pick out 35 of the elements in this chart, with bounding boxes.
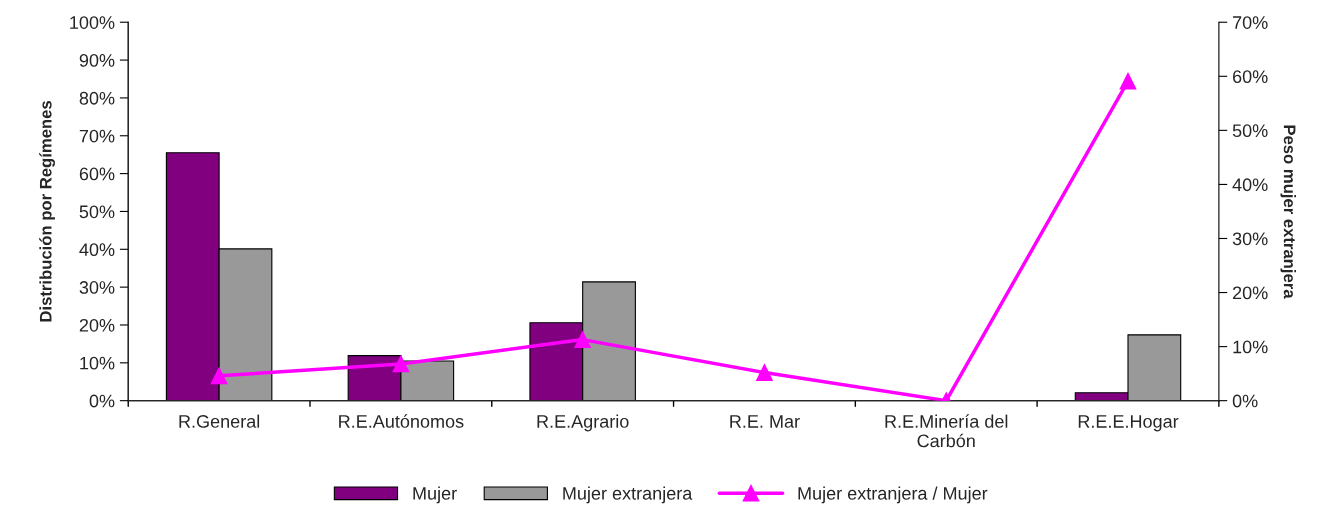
y2-tick-label: 20% — [1232, 286, 1268, 300]
point — [210, 367, 228, 385]
y-tick-label: 80% — [79, 91, 115, 105]
y-axis-title: Distribución por Regímenes — [39, 101, 55, 322]
x-tick-label: R.E.E.Hogar — [1078, 415, 1179, 432]
point — [1119, 72, 1137, 90]
y2-tick-label: 0% — [1232, 394, 1258, 408]
y-tick-label: 100% — [70, 16, 115, 29]
y-tick-label: 30% — [79, 281, 115, 294]
legend-label: Mujer extranjera — [563, 486, 693, 504]
y2-axis-title: Peso mujer extranjera — [1280, 125, 1296, 299]
legend-label: Mujer extranjera / Mujer — [798, 486, 988, 504]
y-tick-label: 10% — [80, 356, 115, 370]
y2-tick-label: 30% — [1232, 232, 1268, 246]
y-tick-label: 60% — [79, 167, 115, 181]
y2-tick-label: 60% — [1233, 70, 1268, 84]
x-tick-label: R.E.Minería del Carbón — [885, 414, 1008, 448]
point — [574, 331, 592, 348]
y2-tick-label: 50% — [1232, 124, 1268, 138]
x-tick-label: R.E. Mar — [730, 415, 800, 428]
x-tick-label: R.E.Agrario — [537, 414, 629, 432]
point — [392, 355, 410, 373]
y2-tick-label: 70% — [1233, 16, 1268, 29]
legend-label: Mujer — [413, 486, 457, 504]
y2-tick-label: 10% — [1233, 340, 1268, 354]
y-tick-label: 0% — [89, 394, 115, 408]
point — [756, 364, 773, 381]
y2-tick-label: 40% — [1232, 178, 1268, 192]
y-tick-label: 40% — [79, 243, 115, 257]
y-tick-label: 50% — [79, 205, 115, 219]
y-tick-label: 70% — [79, 129, 115, 143]
y-tick-label: 20% — [79, 318, 115, 332]
x-tick-label: R.E.Autónomos — [339, 414, 464, 428]
y-tick-label: 90% — [79, 54, 115, 67]
x-tick-label: R.General — [179, 414, 260, 428]
